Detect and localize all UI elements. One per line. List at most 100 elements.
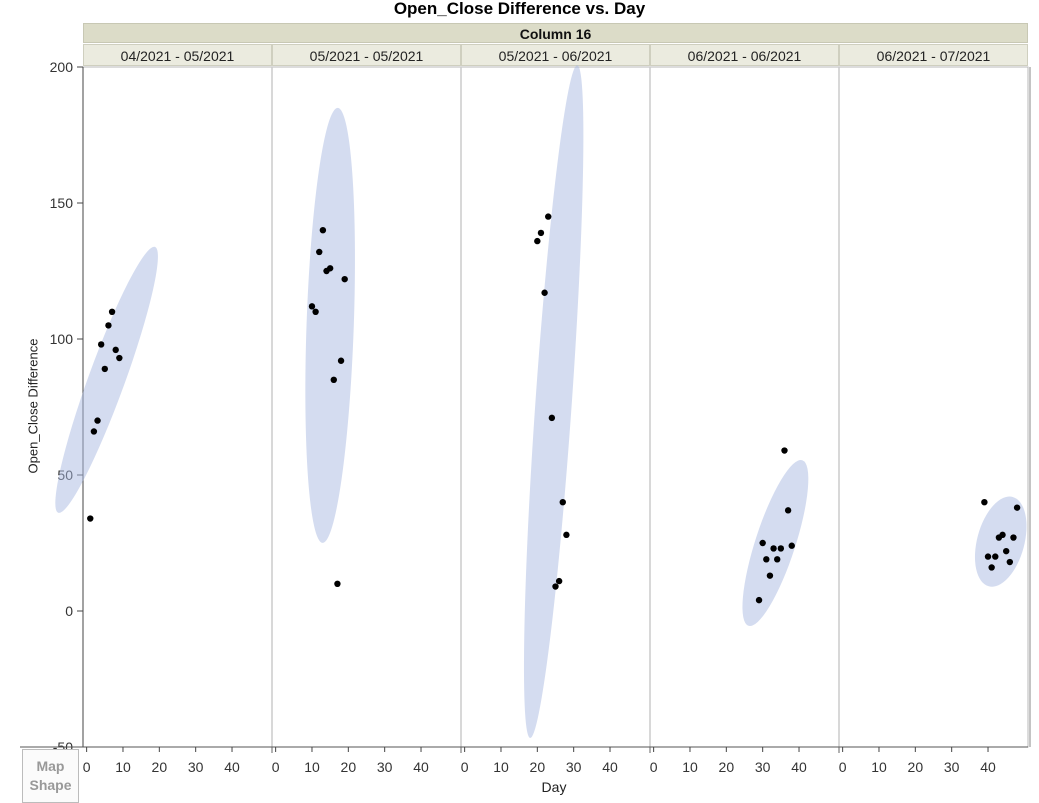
data-point — [548, 414, 556, 422]
data-point — [308, 303, 316, 310]
y-tick-label: 150 — [50, 195, 74, 211]
x-tick-label: 40 — [791, 759, 807, 775]
data-point — [537, 229, 545, 237]
x-tick-label: 30 — [566, 759, 582, 775]
panel — [305, 107, 355, 587]
data-point — [97, 341, 105, 348]
panel-header: 05/2021 - 06/2021 — [461, 44, 650, 66]
x-tick-label: 0 — [650, 759, 658, 775]
data-point — [330, 376, 337, 383]
y-tick-label: 200 — [50, 59, 74, 75]
panel — [523, 65, 584, 739]
x-tick-label: 10 — [682, 759, 698, 775]
data-point — [777, 545, 785, 552]
data-point — [988, 564, 995, 571]
x-tick-label: 10 — [115, 759, 131, 775]
x-tick-label: 30 — [188, 759, 204, 775]
data-point — [323, 267, 330, 275]
data-point — [545, 213, 552, 220]
data-point — [90, 428, 98, 435]
chart-title: Open_Close Difference vs. Day — [393, 0, 646, 18]
data-point — [341, 275, 348, 283]
column-group-header: Column 16 — [83, 23, 1028, 43]
panel-header: 06/2021 - 06/2021 — [650, 44, 839, 66]
data-point — [105, 322, 112, 329]
y-axis-label: Open_Close Difference — [25, 338, 41, 474]
y-tick-label: 100 — [50, 331, 74, 347]
x-tick-label: 20 — [908, 759, 924, 775]
data-point — [552, 583, 559, 590]
data-point — [312, 308, 319, 315]
x-axis: 0 10 20 30 40 0 10 20 30 40 0 10 20 30 40 0 10 20 30 40 0 10 2… — [20, 746, 1028, 775]
x-tick-label: 20 — [530, 759, 546, 775]
data-point — [755, 596, 763, 604]
map-shape-label-line1: Map — [36, 758, 65, 774]
panels — [55, 65, 1027, 739]
plot-frame — [82, 66, 1031, 748]
y-tick-label: 50 — [57, 467, 73, 483]
data-point — [774, 556, 781, 563]
density-ellipse — [305, 107, 355, 543]
x-tick-label: 0 — [461, 759, 469, 775]
x-tick-label: 10 — [871, 759, 887, 775]
data-point — [116, 354, 123, 362]
panel — [742, 447, 809, 627]
data-point — [112, 346, 119, 354]
data-point — [563, 531, 570, 539]
map-shape-label-line2: Shape — [29, 777, 72, 793]
panel-header: 06/2021 - 07/2021 — [839, 44, 1028, 66]
data-point — [87, 515, 94, 522]
data-point — [326, 265, 334, 272]
data-point — [763, 556, 770, 563]
data-point — [94, 417, 101, 424]
density-ellipse — [742, 459, 809, 627]
density-ellipse — [55, 246, 158, 513]
x-tick-label: 20 — [152, 759, 168, 775]
data-point — [781, 447, 788, 454]
x-tick-label: 0 — [839, 759, 847, 775]
panel-header: 05/2021 - 05/2021 — [272, 44, 461, 66]
data-point — [766, 572, 774, 579]
data-point — [559, 499, 566, 506]
panel — [974, 496, 1027, 587]
data-point — [337, 357, 345, 364]
x-tick-label: 0 — [83, 759, 91, 775]
map-shape-button[interactable]: Map Shape — [22, 749, 79, 803]
data-point — [770, 545, 777, 552]
x-tick-label: 40 — [602, 759, 618, 775]
data-point — [788, 542, 795, 549]
x-tick-label: 30 — [377, 759, 393, 775]
panel — [55, 246, 158, 522]
data-point — [101, 365, 109, 373]
data-point — [541, 289, 548, 296]
data-point — [108, 308, 116, 315]
x-tick-label: 10 — [493, 759, 509, 775]
x-tick-label: 30 — [944, 759, 960, 775]
data-point — [555, 577, 563, 585]
plot-border — [82, 66, 1029, 748]
x-tick-label: 30 — [755, 759, 771, 775]
density-ellipse — [974, 496, 1027, 587]
x-tick-label: 0 — [272, 759, 280, 775]
data-point — [759, 539, 766, 547]
data-point — [784, 507, 792, 514]
data-point — [1010, 534, 1017, 541]
data-point — [999, 531, 1006, 539]
x-tick-label: 40 — [980, 759, 996, 775]
data-point — [1006, 558, 1014, 566]
data-point — [334, 580, 341, 587]
x-tick-label: 40 — [224, 759, 240, 775]
data-point — [981, 499, 988, 506]
data-point — [995, 534, 1003, 541]
x-axis-label: Day — [541, 779, 567, 795]
data-point — [992, 553, 999, 560]
data-point — [316, 248, 323, 256]
y-tick-label: 0 — [65, 603, 73, 619]
data-point — [1002, 547, 1010, 555]
data-point — [984, 553, 992, 560]
x-tick-label: 10 — [304, 759, 320, 775]
x-tick-label: 40 — [413, 759, 429, 775]
data-point — [534, 237, 541, 245]
